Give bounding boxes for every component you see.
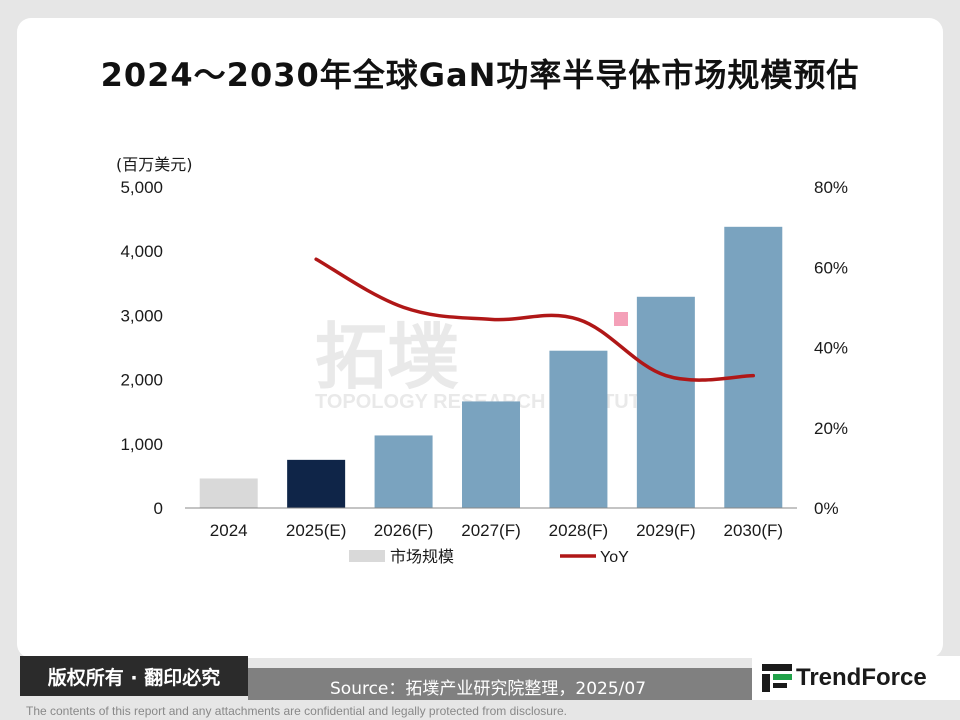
x-tick-label: 2028(F) xyxy=(549,521,609,540)
y-tick-label: 5,000 xyxy=(120,178,163,197)
y2-tick-label: 80% xyxy=(814,178,848,197)
x-axis-ticks: 2024 2025(E) 2026(F) 2027(F) 2028(F) 2029(F) 2… xyxy=(210,521,783,540)
y2-tick-label: 40% xyxy=(814,339,848,358)
x-tick-label: 2025(E) xyxy=(286,521,346,540)
bars xyxy=(199,226,783,508)
watermark-logo-text: 拓墣 xyxy=(315,315,459,399)
x-tick-label: 2029(F) xyxy=(636,521,696,540)
chart-title: 2024～2030年全球GaN功率半导体市场规模预估 xyxy=(100,56,860,94)
bar xyxy=(287,459,346,508)
y-axis-ticks: 0 1,000 2,000 3,000 4,000 5,000 xyxy=(120,178,163,518)
source-strip xyxy=(248,668,768,700)
source-text: Source：拓墣产业研究院整理，2025/07 xyxy=(330,679,647,699)
y2-tick-label: 60% xyxy=(814,258,848,277)
x-tick-label: 2027(F) xyxy=(461,521,521,540)
y-tick-label: 4,000 xyxy=(120,242,163,261)
x-tick-label: 2030(F) xyxy=(724,521,784,540)
legend: 市场规模 YoY xyxy=(349,547,629,566)
trendforce-logo-icon xyxy=(762,664,792,692)
legend-swatch-bar xyxy=(349,550,385,562)
x-tick-label: 2024 xyxy=(210,521,248,540)
yoy-line xyxy=(314,257,756,382)
bar xyxy=(636,296,695,508)
chart-svg: 拓墣 TOPOLOGY RESEARCH INSTITUTE (百万美元) 01… xyxy=(116,155,848,566)
bar xyxy=(724,226,783,508)
y2-tick-label: 0% xyxy=(814,499,839,518)
bar xyxy=(549,350,608,508)
y-axis-unit-label: (百万美元) xyxy=(116,155,193,174)
trendforce-logo: TrendForce xyxy=(752,656,960,700)
y-tick-label: 2,000 xyxy=(120,371,163,390)
bar xyxy=(374,435,433,508)
bar xyxy=(199,478,258,508)
y2-tick-label: 20% xyxy=(814,419,848,438)
disclaimer: The contents of this report and any atta… xyxy=(26,704,567,718)
watermark-dot xyxy=(614,312,628,326)
bar xyxy=(462,401,520,508)
y-tick-label: 1,000 xyxy=(120,435,163,454)
chart-card xyxy=(17,18,943,658)
legend-label-bar: 市场规模 xyxy=(390,547,454,566)
y-tick-label: 3,000 xyxy=(120,306,163,325)
trendforce-logo-text: TrendForce xyxy=(796,664,927,691)
copyright-badge: 版权所有 · 翻印必究 xyxy=(20,656,248,696)
y2-axis-ticks: 0% 20% 40% 60% 80% xyxy=(814,178,848,518)
x-tick-label: 2026(F) xyxy=(374,521,434,540)
y-tick-label: 0 xyxy=(154,499,163,518)
legend-label-line: YoY xyxy=(600,549,629,566)
